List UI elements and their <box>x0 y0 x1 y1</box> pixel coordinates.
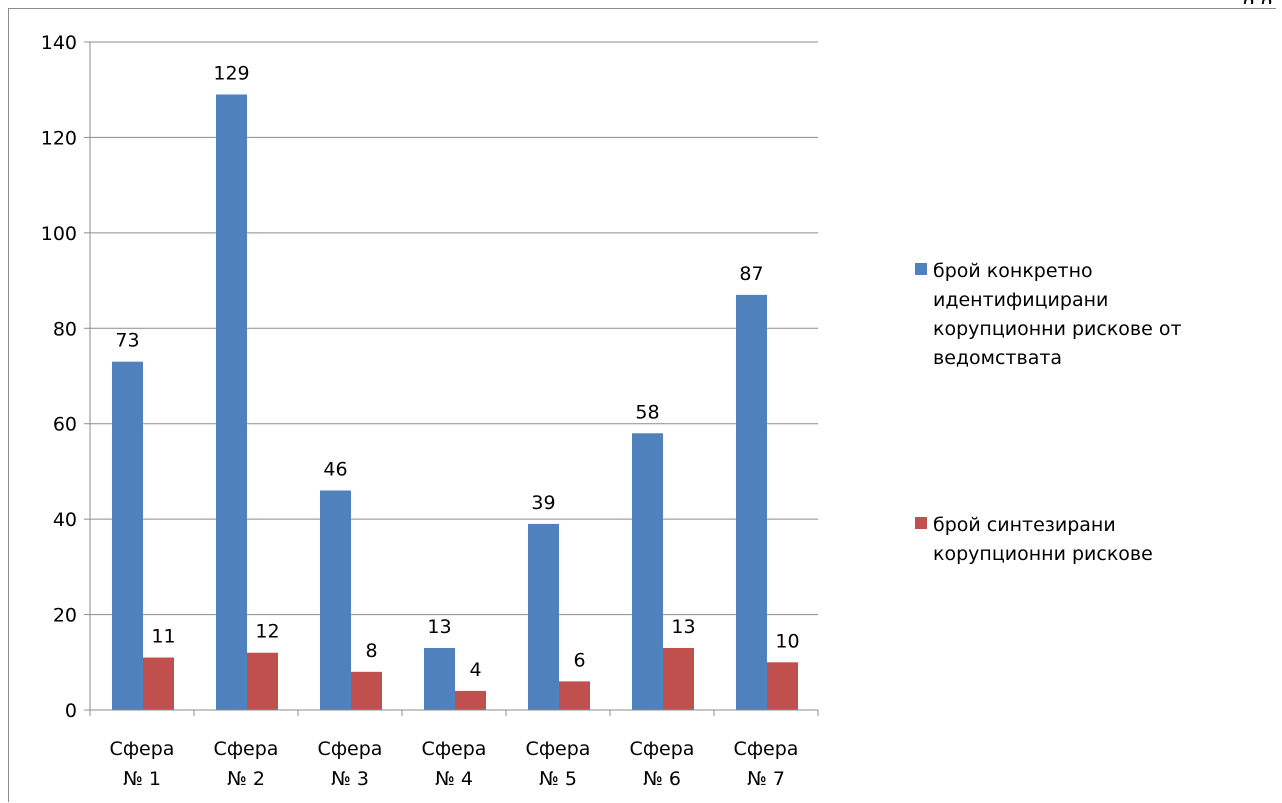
bar-series-2 <box>663 647 694 710</box>
bar-series-2 <box>351 671 382 710</box>
data-label-series-1: 58 <box>635 401 659 423</box>
bar-series-2 <box>559 681 590 710</box>
legend-line: корупционни рискове от <box>933 318 1182 340</box>
bar-series-2 <box>247 652 278 710</box>
data-label-series-1: 13 <box>427 616 451 638</box>
data-label-series-2: 8 <box>365 640 377 662</box>
x-tick-label: Сфера <box>526 738 591 760</box>
x-tick-label: Сфера <box>630 738 695 760</box>
legend-label-series-1: брой конкретно идентифицирани корупционн… <box>933 257 1193 373</box>
y-tick-label: 0 <box>65 700 77 722</box>
legend-line: брой синтезирани <box>933 514 1116 536</box>
axes <box>84 41 819 716</box>
chart-frame <box>8 8 1276 802</box>
bar-series-2 <box>455 690 486 710</box>
bars <box>112 94 798 710</box>
data-label-series-2: 12 <box>255 621 279 643</box>
data-label-series-2: 13 <box>671 616 695 638</box>
legend-line: ведомствата <box>933 347 1063 369</box>
y-tick-label: 80 <box>53 318 77 340</box>
bar-series-1 <box>216 94 247 710</box>
x-tick-label: № 6 <box>643 768 681 790</box>
legend-swatch-series-1 <box>915 263 927 275</box>
x-tick-label: № 3 <box>331 768 369 790</box>
x-tick-label: Сфера <box>318 738 383 760</box>
legend-line: корупционни рискове <box>933 543 1153 565</box>
data-label-series-2: 4 <box>469 659 481 681</box>
x-tick-label: № 7 <box>747 768 785 790</box>
data-label-series-2: 11 <box>151 626 175 648</box>
legend-item-series-2: брой синтезирани корупционни рискове <box>915 511 1193 569</box>
x-tick-label: № 4 <box>435 768 473 790</box>
legend-label-series-2: брой синтезирани корупционни рискове <box>933 511 1193 569</box>
legend-swatch-series-2 <box>915 517 927 529</box>
bar-series-1 <box>320 490 351 710</box>
bar-series-1 <box>528 523 559 710</box>
y-tick-label: 40 <box>53 509 77 531</box>
data-label-series-1: 73 <box>115 330 139 352</box>
data-label-series-1: 129 <box>213 62 249 84</box>
y-tick-label: 20 <box>53 605 77 627</box>
bar-series-2 <box>143 657 174 710</box>
x-tick-label: № 2 <box>227 768 265 790</box>
bar-series-1 <box>736 294 767 710</box>
x-tick-labels: Сфера № 1 Сфера № 2 Сфера № 3 Сфера № 4 Сфера № 5… <box>110 738 799 790</box>
x-tick-label: Сфера <box>110 738 175 760</box>
x-tick-label: Сфера <box>214 738 279 760</box>
data-label-series-1: 46 <box>323 459 347 481</box>
legend-item-series-1: брой конкретно идентифицирани корупционн… <box>915 257 1193 373</box>
bar-series-2 <box>767 662 798 710</box>
x-tick-label: № 1 <box>123 768 161 790</box>
legend-line: брой конкретно <box>933 260 1093 282</box>
y-tick-label: 140 <box>41 32 77 54</box>
bar-series-1 <box>424 647 455 710</box>
data-label-series-1: 39 <box>531 492 555 514</box>
gridlines <box>90 41 818 616</box>
y-tick-labels: 0 20 40 60 80 100 120 140 <box>41 32 77 722</box>
y-tick-label: 100 <box>41 223 77 245</box>
data-labels: 73 11 129 12 46 8 13 4 39 6 58 13 87 10 <box>115 62 799 680</box>
data-label-series-2: 6 <box>573 649 585 671</box>
data-label-series-2: 10 <box>775 630 799 652</box>
bar-series-1 <box>112 361 143 710</box>
data-label-series-1: 87 <box>739 263 763 285</box>
y-tick-label: 120 <box>41 127 77 149</box>
x-tick-label: Сфера <box>734 738 799 760</box>
cropped-header-text: р р <box>1242 0 1272 4</box>
x-tick-label: Сфера <box>422 738 487 760</box>
bar-series-1 <box>632 433 663 710</box>
x-tick-label: № 5 <box>539 768 577 790</box>
legend-line: идентифицирани <box>933 289 1109 311</box>
y-tick-label: 60 <box>53 414 77 436</box>
